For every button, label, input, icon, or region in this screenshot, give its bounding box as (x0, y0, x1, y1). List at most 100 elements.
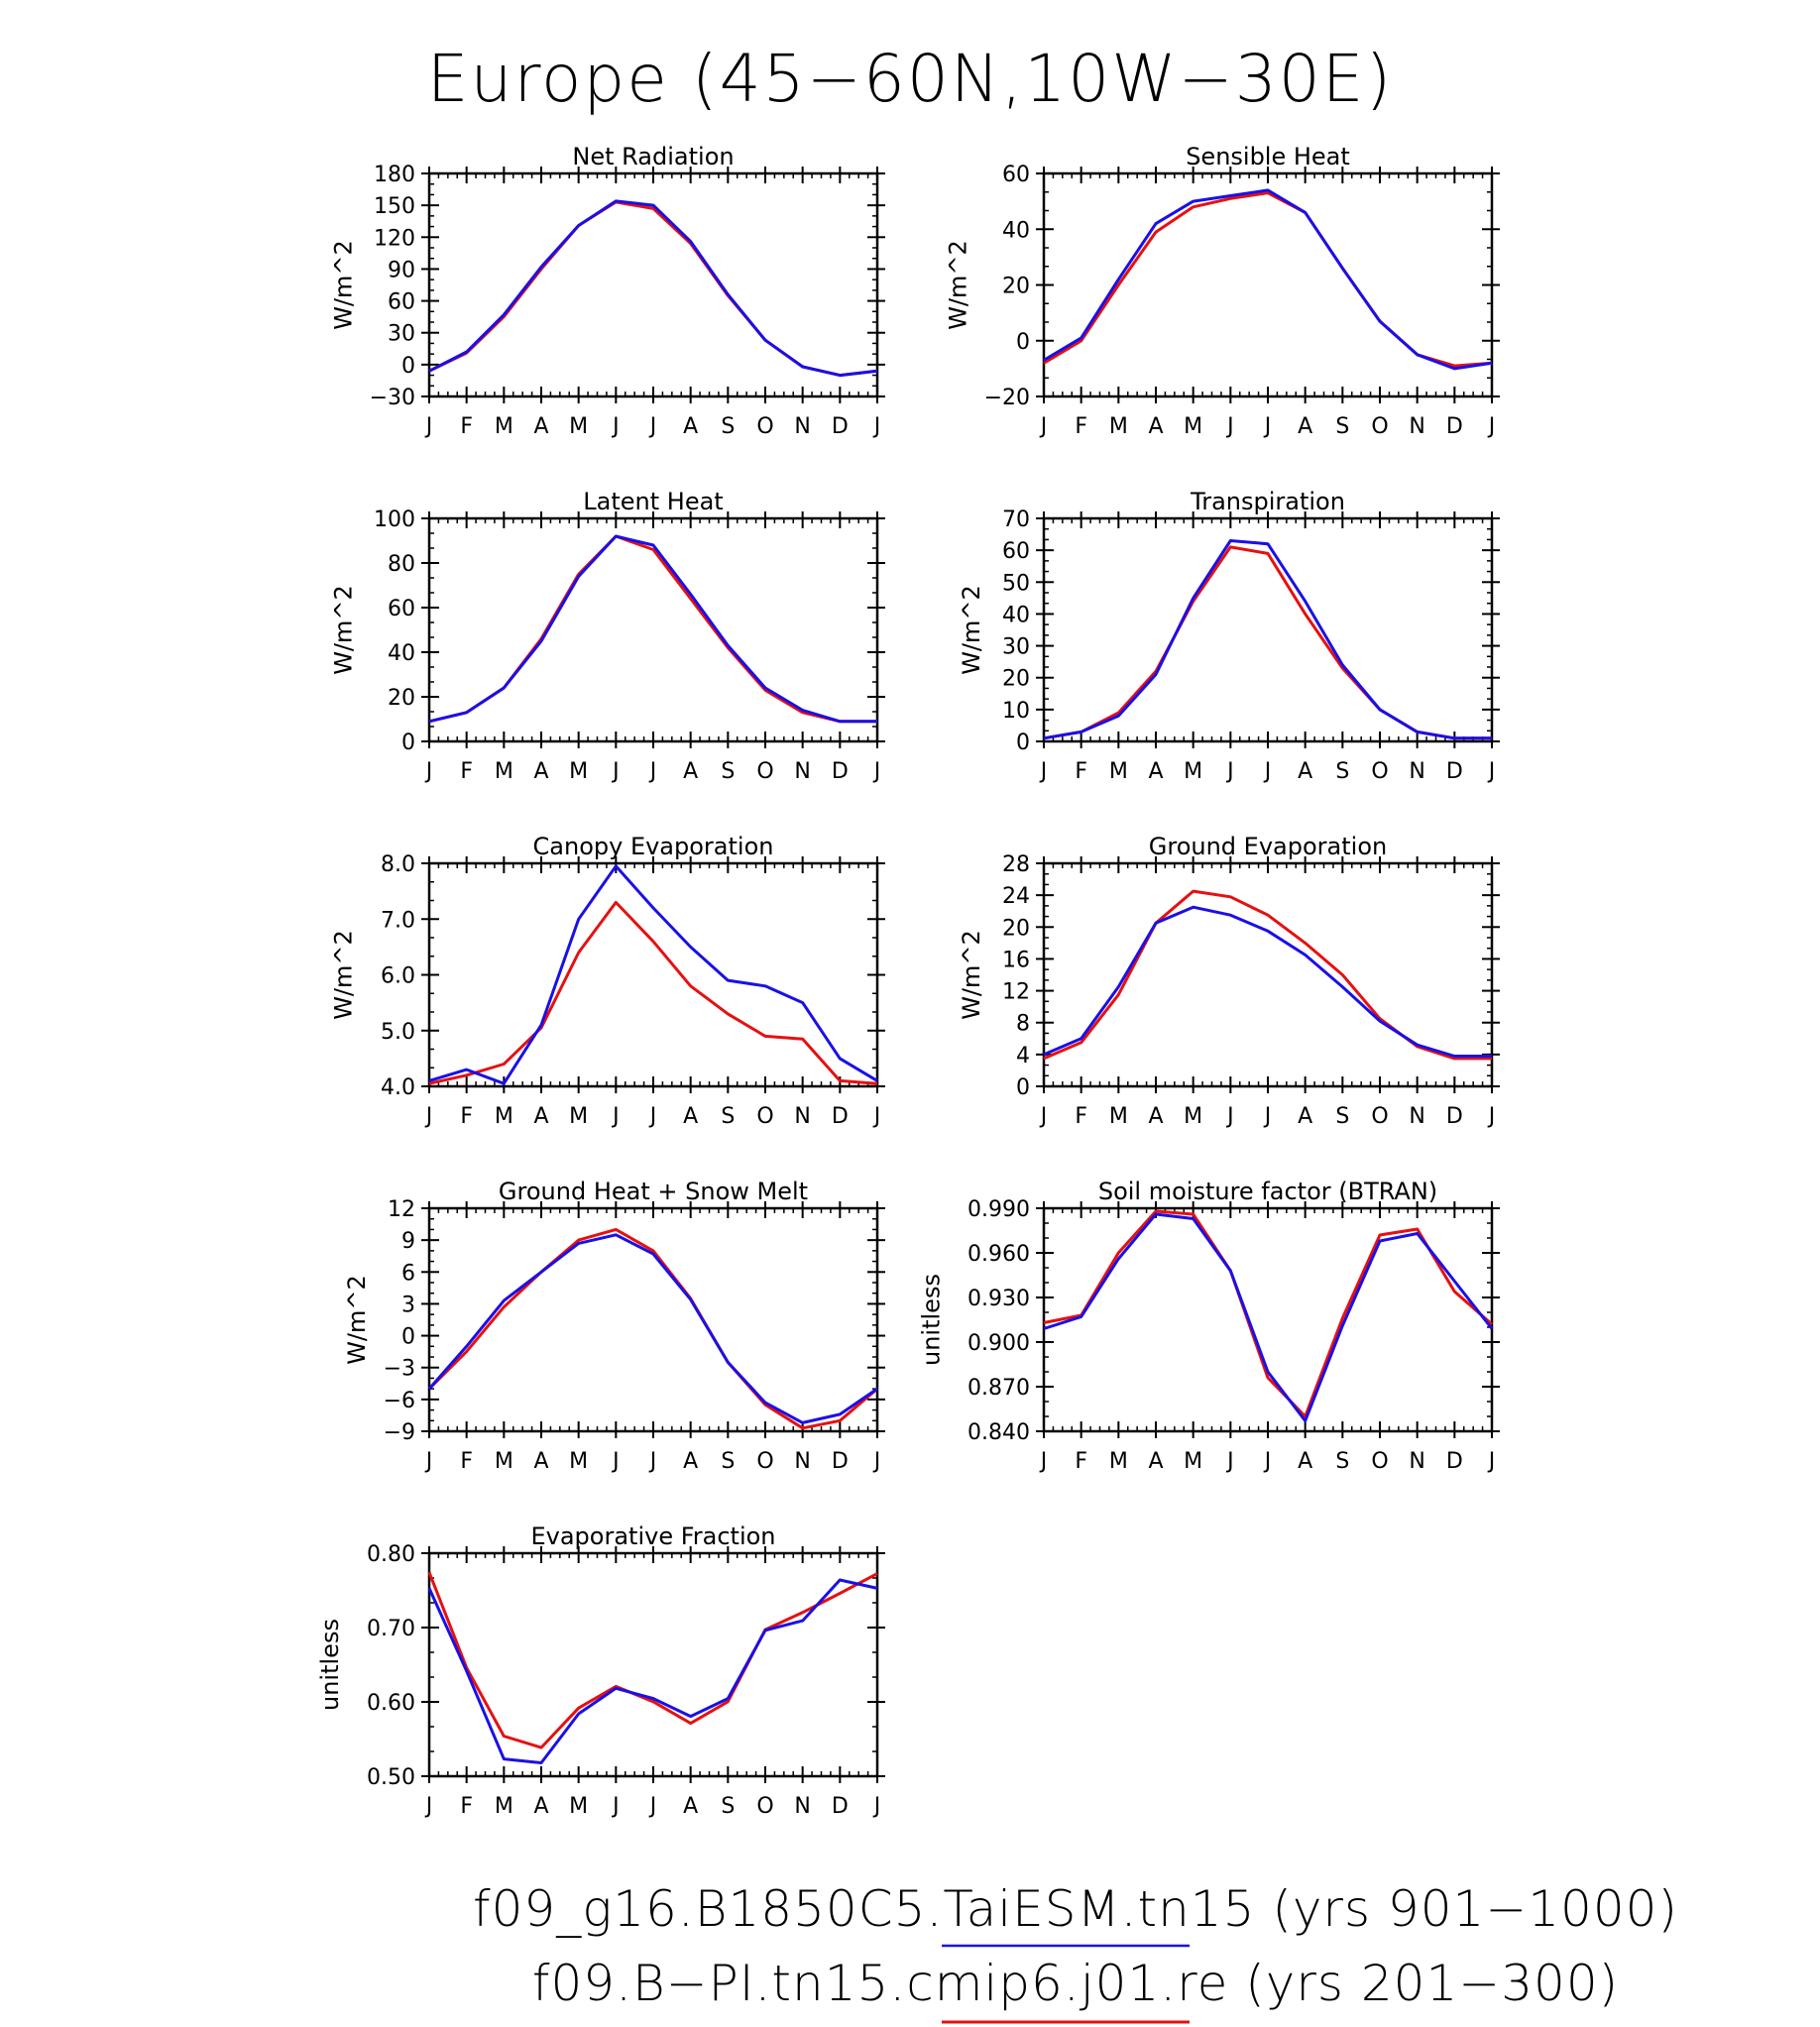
y-tick-label: 0 (1016, 330, 1030, 355)
y-tick-label: 30 (1002, 635, 1030, 660)
x-tick-label: J (611, 1794, 620, 1819)
x-tick-label: M (1109, 759, 1128, 784)
panel-title: Net Radiation (572, 143, 734, 170)
y-tick-label: 0.60 (367, 1691, 415, 1716)
x-tick-label: S (721, 1449, 735, 1474)
y-tick-label: 60 (388, 597, 415, 621)
x-tick-label: J (1487, 414, 1496, 439)
x-tick-label: F (1075, 414, 1087, 439)
series-line-blue (428, 199, 878, 378)
x-tick-label: O (1371, 414, 1388, 439)
x-tick-label: O (756, 1104, 773, 1129)
x-tick-label: J (1225, 1104, 1234, 1129)
y-tick-label: 90 (388, 258, 415, 282)
y-tick-label: 20 (388, 686, 415, 711)
x-tick-label: J (1039, 414, 1048, 439)
y-axis-label: W/m^2 (330, 240, 358, 330)
x-tick-label: A (533, 759, 548, 784)
x-tick-label: N (794, 759, 810, 784)
y-tick-label: 0 (401, 731, 415, 755)
plot-frame (427, 861, 879, 1088)
x-tick-label: D (1446, 1449, 1463, 1474)
x-tick-label: J (1225, 759, 1234, 784)
x-tick-label: N (794, 1794, 810, 1819)
x-tick-label: A (1298, 1104, 1312, 1129)
y-tick-label: 0 (401, 1325, 415, 1350)
x-tick-label: A (533, 1794, 548, 1819)
x-tick-label: N (1409, 414, 1424, 439)
x-tick-label: F (1075, 759, 1087, 784)
y-tick-label: 40 (1002, 603, 1030, 627)
panel-title: Ground Evaporation (1149, 833, 1387, 860)
y-tick-label: 8 (1016, 1012, 1030, 1037)
legend-label-red: f09.B−PI.tn15.cmip6.j01.re (yrs 201−300) (532, 1955, 1619, 2012)
x-tick-label: S (1335, 1449, 1349, 1474)
y-axis-label: unitless (918, 1274, 946, 1366)
x-tick-label: M (1184, 759, 1202, 784)
x-tick-label: J (1039, 759, 1048, 784)
series-line-red (1043, 1209, 1493, 1418)
y-tick-label: 120 (374, 226, 415, 251)
x-tick-label: J (1487, 759, 1496, 784)
x-tick-label: J (1263, 759, 1272, 784)
x-tick-label: J (872, 414, 881, 439)
y-tick-label: −30 (370, 386, 415, 410)
x-tick-label: M (1184, 414, 1202, 439)
x-tick-label: M (569, 1449, 588, 1474)
x-tick-label: J (1039, 1449, 1048, 1474)
series-line-blue (1043, 1212, 1494, 1422)
y-tick-label: 20 (1002, 916, 1030, 941)
x-tick-label: A (1148, 759, 1163, 784)
x-tick-label: M (1109, 1104, 1128, 1129)
x-tick-label: D (832, 1449, 849, 1474)
y-axis-label: W/m^2 (343, 1275, 371, 1365)
y-tick-label: 0.990 (967, 1197, 1030, 1222)
y-tick-label: 0.960 (967, 1242, 1030, 1267)
y-tick-label: 16 (1002, 948, 1030, 972)
series-line-blue (1043, 905, 1492, 1058)
x-tick-label: J (872, 759, 881, 784)
x-tick-label: D (832, 759, 849, 784)
y-tick-label: 0.840 (967, 1420, 1030, 1445)
x-tick-label: J (611, 1449, 620, 1474)
y-tick-label: 12 (1002, 980, 1030, 1005)
x-tick-label: M (495, 1449, 513, 1474)
y-tick-label: −6 (384, 1389, 415, 1413)
y-tick-label: 50 (1002, 571, 1030, 596)
y-tick-label: 60 (1002, 163, 1030, 187)
x-tick-label: O (756, 1449, 773, 1474)
y-tick-label: 4.0 (381, 1075, 415, 1100)
x-tick-label: D (832, 1104, 849, 1129)
x-tick-label: J (1225, 1449, 1234, 1474)
y-tick-label: 28 (1002, 852, 1030, 877)
x-tick-label: A (683, 1104, 698, 1129)
y-axis-label: W/m^2 (958, 585, 985, 675)
x-tick-label: J (648, 1794, 657, 1819)
x-tick-label: M (1109, 414, 1128, 439)
x-tick-label: O (1371, 1449, 1388, 1474)
y-tick-label: 70 (1002, 507, 1030, 532)
x-tick-label: J (1487, 1104, 1496, 1129)
x-tick-label: M (569, 414, 588, 439)
x-tick-label: S (721, 1104, 735, 1129)
series-line-red (1043, 545, 1492, 740)
x-tick-label: F (1075, 1104, 1087, 1129)
x-tick-label: F (460, 414, 473, 439)
x-tick-label: A (533, 1104, 548, 1129)
x-tick-label: N (1409, 759, 1424, 784)
x-tick-label: N (794, 414, 810, 439)
x-tick-label: A (533, 1449, 548, 1474)
x-tick-label: J (1487, 1449, 1496, 1474)
panel-title: Latent Heat (583, 488, 723, 515)
legend-label-blue: f09_g16.B1850C5.TaiESM.tn15 (yrs 901−100… (473, 1880, 1678, 1938)
x-tick-label: J (1263, 1449, 1272, 1474)
plot-frame (427, 1206, 879, 1433)
x-tick-label: F (1075, 1449, 1087, 1474)
y-axis-label: W/m^2 (958, 930, 985, 1020)
y-tick-label: 180 (374, 163, 415, 187)
y-axis-label: unitless (316, 1619, 344, 1711)
x-tick-label: N (1409, 1449, 1424, 1474)
x-tick-label: J (648, 414, 657, 439)
